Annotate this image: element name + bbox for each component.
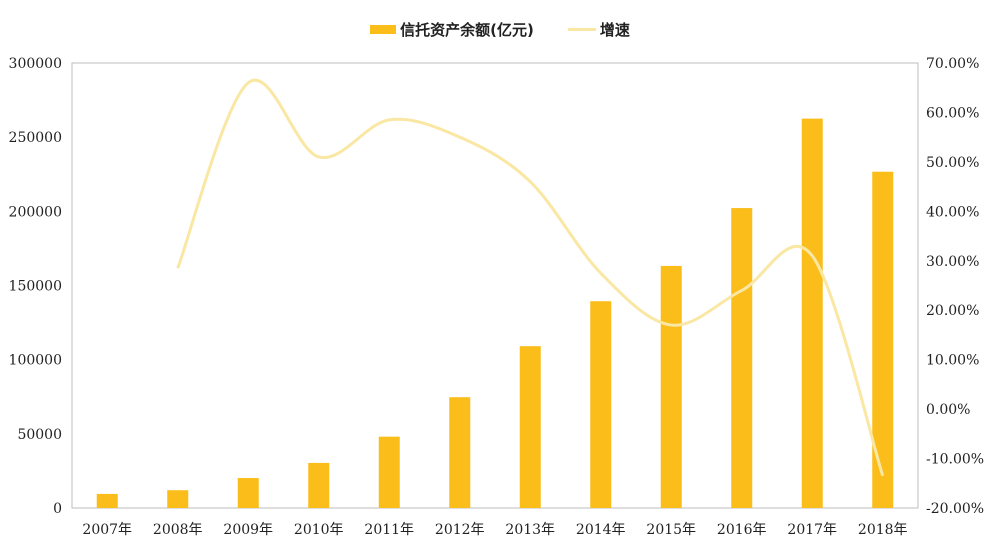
right-tick-70.00%: 70.00% xyxy=(926,56,979,72)
bar-2014年 xyxy=(590,301,612,508)
legend-entry-balance[interactable]: 信托资产余额(亿元) xyxy=(370,19,534,40)
legend-label-balance: 信托资产余额(亿元) xyxy=(400,20,534,39)
right-tick-50.00%: 50.00% xyxy=(926,155,979,171)
bar-2017年 xyxy=(801,118,823,508)
x-tick-2007年: 2007年 xyxy=(82,522,132,538)
bar-2011年 xyxy=(378,436,400,508)
right-tick-30.00%: 30.00% xyxy=(926,254,979,270)
bar-series xyxy=(96,118,894,508)
x-tick-2016年: 2016年 xyxy=(717,522,767,538)
left-axis-ticks: 0 50000 100000 150000 200000 250000 300000 xyxy=(9,56,62,517)
x-tick-2018年: 2018年 xyxy=(858,522,908,538)
plot-frame xyxy=(71,62,919,509)
bar-2013年 xyxy=(519,346,541,508)
right-tick-20.00%: 20.00% xyxy=(926,303,979,319)
x-tick-2008年: 2008年 xyxy=(153,522,203,538)
legend-entry-growth[interactable]: 增速 xyxy=(567,19,630,40)
bar-2012年 xyxy=(449,397,471,508)
right-axis-ticks: -20.00% -10.00% 0.00% 10.00% 20.00% 30.00% 40.… xyxy=(926,56,984,517)
x-tick-2015年: 2015年 xyxy=(646,522,696,538)
x-tick-2011年: 2011年 xyxy=(364,522,414,538)
bar-2009年 xyxy=(237,478,259,508)
left-tick-0: 0 xyxy=(53,501,62,517)
right-tick-60.00%: 60.00% xyxy=(926,105,979,121)
right-tick-0.00%: 0.00% xyxy=(926,402,970,418)
bar-2010年 xyxy=(308,462,330,508)
x-tick-2017年: 2017年 xyxy=(787,522,837,538)
x-tick-2013年: 2013年 xyxy=(505,522,555,538)
bar-2018年 xyxy=(872,171,894,508)
legend-swatch-line xyxy=(567,27,596,31)
growth-line xyxy=(176,78,885,477)
legend-label-growth: 增速 xyxy=(599,20,630,39)
x-tick-2012年: 2012年 xyxy=(435,522,485,538)
line-series xyxy=(176,78,885,477)
legend-swatch-bar xyxy=(370,24,397,34)
bar-2015年 xyxy=(660,265,682,508)
x-tick-2009年: 2009年 xyxy=(223,522,273,538)
x-tick-2014年: 2014年 xyxy=(576,522,626,538)
left-tick-250000: 250000 xyxy=(9,130,62,146)
right-tick-10.00%: 10.00% xyxy=(926,353,979,369)
bar-2008年 xyxy=(167,490,189,508)
x-axis-ticks: 2007年 2008年 2009年 2010年 2011年 2012年 2013年 2014年… xyxy=(82,522,907,538)
x-tick-2010年: 2010年 xyxy=(294,522,344,538)
left-tick-50000: 50000 xyxy=(17,427,62,443)
right-tick--20.00%: -20.00% xyxy=(926,501,984,517)
bar-2007年 xyxy=(96,493,118,508)
right-tick--10.00%: -10.00% xyxy=(926,452,984,468)
left-tick-200000: 200000 xyxy=(9,204,62,220)
left-tick-300000: 300000 xyxy=(9,56,62,72)
bar-2016年 xyxy=(731,208,753,508)
chart-legend: 信托资产余额(亿元) 增速 xyxy=(0,16,1000,42)
right-tick-40.00%: 40.00% xyxy=(926,204,979,220)
left-tick-150000: 150000 xyxy=(9,279,62,295)
plot-border xyxy=(71,62,919,509)
left-tick-100000: 100000 xyxy=(9,353,62,369)
